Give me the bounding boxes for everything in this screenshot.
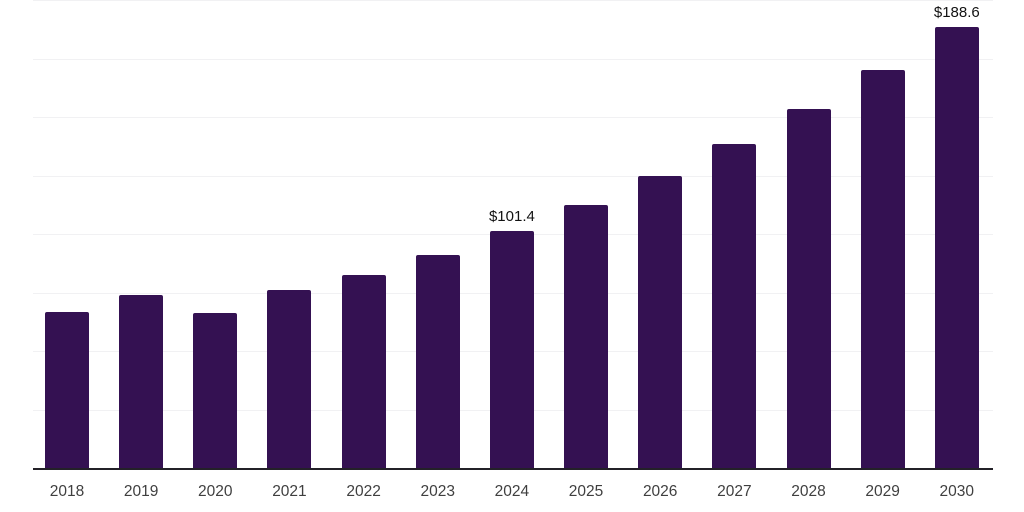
x-tick-label-2022: 2022	[346, 483, 381, 500]
bar-2023	[415, 254, 460, 468]
x-tick-label-2020: 2020	[198, 483, 233, 500]
bar-2025	[564, 204, 609, 468]
bar-2029	[860, 69, 905, 468]
gridline	[33, 117, 993, 118]
bar-2027	[712, 144, 757, 468]
x-tick-label-2019: 2019	[123, 483, 159, 500]
gridline	[33, 0, 993, 1]
x-tick-label-2021: 2021	[272, 483, 307, 500]
x-tick-label-2018: 2018	[49, 483, 85, 500]
x-tick-label-2024: 2024	[494, 483, 530, 500]
x-tick-label-2027: 2027	[717, 483, 752, 500]
bar-2021	[267, 290, 312, 468]
bar-2018	[45, 311, 89, 468]
x-tick-label-2029: 2029	[865, 483, 900, 500]
x-tick-label-2025: 2025	[568, 483, 604, 500]
bar-2024	[489, 230, 534, 468]
bar-2020	[193, 313, 238, 468]
bar-2028	[786, 109, 831, 468]
gridline	[33, 58, 993, 60]
bar-2019	[119, 294, 164, 468]
data-label-2030: $188.6	[933, 3, 980, 21]
bar-2022	[341, 274, 386, 468]
x-tick-label-2030: 2030	[939, 483, 975, 500]
bar-2026	[638, 176, 683, 468]
x-tick-label-2026: 2026	[642, 483, 678, 500]
gridline	[33, 175, 993, 177]
bar-2030	[934, 26, 979, 468]
data-label-2024: $101.4	[488, 207, 535, 225]
x-tick-label-2023: 2023	[420, 483, 455, 500]
x-tick-label-2028: 2028	[791, 483, 826, 500]
plot-area: $101.4 $188.6	[33, 0, 993, 470]
